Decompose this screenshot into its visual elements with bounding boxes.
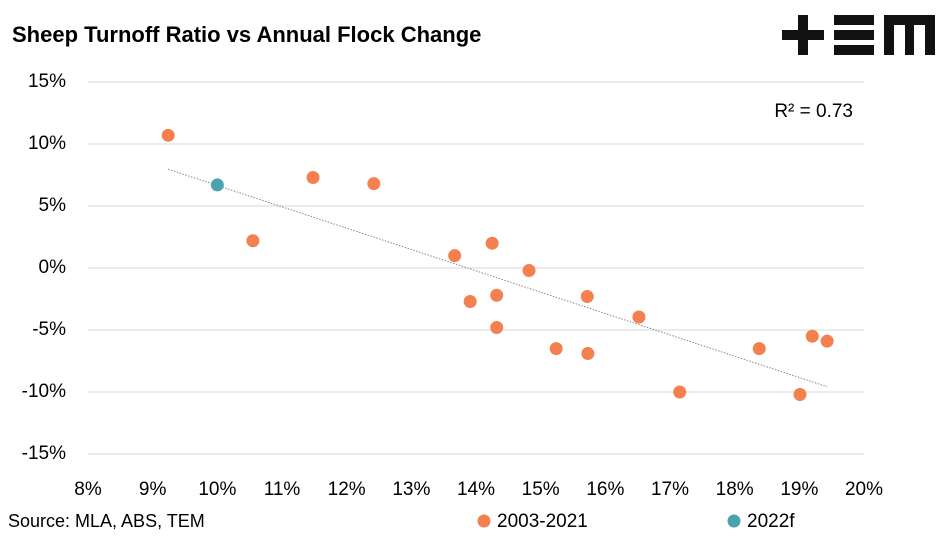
- point: [306, 170, 320, 184]
- point: [463, 294, 477, 308]
- point: [448, 249, 462, 263]
- legend-label: 2022f: [747, 511, 795, 532]
- point: [793, 387, 807, 401]
- y-tick-label: 0%: [39, 257, 67, 278]
- x-tick-label: 10%: [198, 479, 236, 500]
- x-tick-label: 14%: [457, 479, 495, 500]
- point: [549, 342, 563, 356]
- x-tick-label: 15%: [522, 479, 560, 500]
- y-tick-label: 10%: [28, 133, 66, 154]
- point: [820, 334, 834, 348]
- point: [632, 310, 646, 324]
- x-tick-label: 9%: [139, 479, 167, 500]
- point: [752, 342, 766, 356]
- chart-title: Sheep Turnoff Ratio vs Annual Flock Chan…: [12, 22, 481, 47]
- point: [210, 178, 224, 192]
- point: [673, 385, 687, 399]
- x-tick-label: 16%: [586, 479, 624, 500]
- point: [485, 236, 499, 250]
- annotation: R² = 0.73: [774, 101, 853, 122]
- point: [580, 290, 594, 304]
- point: [161, 128, 175, 142]
- y-tick-label: -15%: [22, 443, 66, 464]
- y-tick-label: -5%: [32, 319, 66, 340]
- x-tick-label: 17%: [651, 479, 689, 500]
- legend-marker: [477, 514, 491, 528]
- x-tick-label: 18%: [716, 479, 754, 500]
- x-tick-label: 12%: [328, 479, 366, 500]
- x-tick-label: 19%: [780, 479, 818, 500]
- point: [367, 177, 381, 191]
- legend-marker: [727, 514, 741, 528]
- point: [490, 288, 504, 302]
- y-tick-label: -10%: [22, 381, 66, 402]
- x-tick-label: 8%: [74, 479, 102, 500]
- x-tick-label: 20%: [845, 479, 883, 500]
- point: [246, 234, 260, 248]
- point: [490, 321, 504, 335]
- point: [522, 263, 536, 277]
- legend-label: 2003-2021: [497, 511, 588, 532]
- x-tick-label: 11%: [264, 479, 301, 500]
- point: [581, 347, 595, 361]
- source: Source: MLA, ABS, TEM: [8, 511, 205, 531]
- point: [805, 329, 819, 343]
- y-tick-label: 15%: [28, 71, 66, 92]
- y-tick-label: 5%: [39, 195, 67, 216]
- logo: [782, 15, 935, 55]
- trendline: [168, 168, 828, 388]
- x-tick-label: 13%: [392, 479, 430, 500]
